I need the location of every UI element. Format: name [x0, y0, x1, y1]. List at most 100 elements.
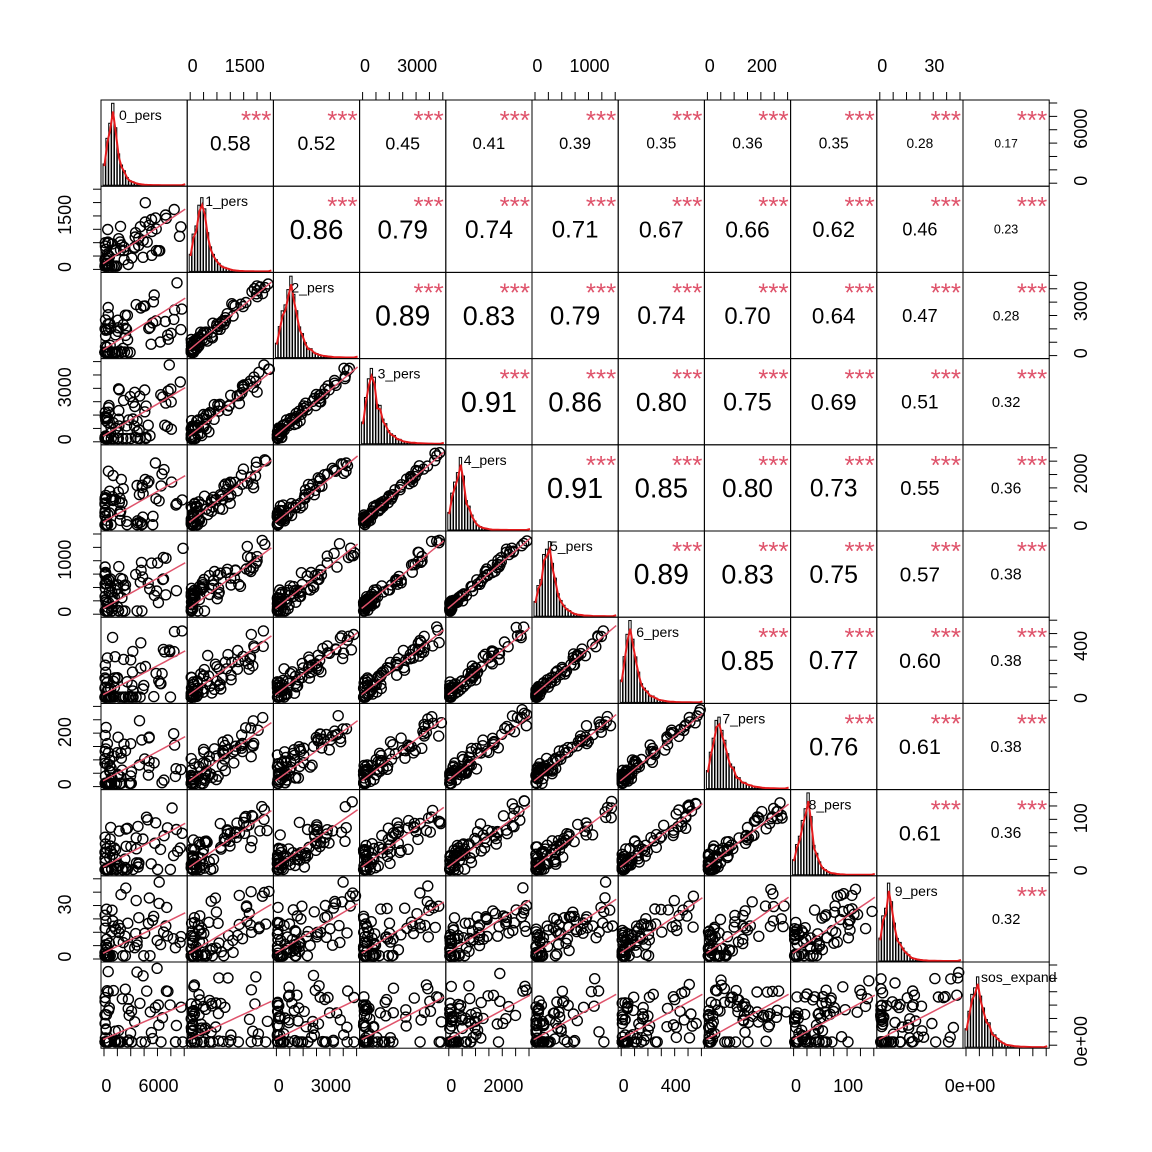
axis-tick-label: 0	[55, 434, 75, 444]
significance-stars: ***	[844, 364, 874, 394]
scatter-point	[149, 212, 162, 224]
smooth-line	[188, 281, 272, 351]
variable-name-label: 4_pers	[464, 452, 507, 468]
scatter-point	[104, 845, 116, 857]
scatter-point	[119, 322, 132, 334]
significance-stars: ***	[931, 191, 961, 221]
scatter-point	[283, 677, 296, 689]
significance-stars: ***	[931, 364, 961, 394]
scatter-point	[426, 804, 439, 817]
scatter-point	[250, 456, 263, 468]
scatter-point	[125, 432, 137, 445]
scatter-panel	[357, 804, 447, 876]
correlation-value: 0.46	[902, 220, 937, 240]
significance-stars: ***	[844, 277, 874, 307]
histogram-bar	[886, 882, 891, 962]
scatter-point	[137, 251, 149, 263]
scatter-point	[111, 583, 123, 595]
scatter-point	[134, 997, 146, 1009]
correlation-value: 0.32	[992, 395, 1021, 411]
scatter-point	[405, 559, 418, 571]
scatter-point	[435, 1016, 448, 1028]
scatter-point	[99, 729, 111, 742]
axis-tick-label: 30	[55, 894, 75, 914]
scatter-point	[837, 981, 849, 993]
scatter-point	[739, 1026, 751, 1039]
scatter-point	[109, 651, 121, 663]
scatter-point	[295, 745, 307, 757]
scatter-point	[231, 663, 244, 675]
scatter-point	[142, 419, 154, 431]
axis-tick-label: 0	[188, 56, 198, 76]
scatter-point	[112, 383, 125, 395]
scatter-point	[151, 962, 163, 974]
scatter-point	[99, 340, 112, 353]
density-curve	[879, 890, 962, 962]
scatter-point	[214, 817, 227, 830]
scatter-point	[604, 720, 617, 732]
scatter-point	[299, 492, 311, 505]
scatter-point	[145, 338, 157, 350]
significance-stars: ***	[1017, 881, 1047, 911]
correlation-value: 0.57	[900, 563, 940, 586]
significance-stars: ***	[586, 364, 616, 394]
scatter-point	[444, 676, 456, 688]
scatter-point	[502, 641, 514, 653]
scatter-point	[585, 985, 598, 998]
scatter-point	[149, 457, 162, 469]
left-axis: 0 1500	[55, 188, 101, 272]
scatter-point	[315, 666, 327, 678]
axis-tick-label: 0	[1071, 348, 1091, 358]
scatter-point	[290, 499, 302, 511]
scatter-point	[551, 996, 563, 1008]
scatter-point	[539, 760, 551, 772]
correlation-value: 0.83	[721, 560, 773, 590]
scatter-point	[232, 655, 245, 668]
scatter-point	[393, 570, 405, 583]
scatter-point	[162, 333, 175, 345]
scatter-point	[111, 672, 123, 685]
variable-name-label: 7_pers	[722, 710, 765, 726]
scatter-point	[99, 745, 111, 758]
left-axis: 0 200	[55, 705, 101, 789]
scatter-point	[598, 1036, 610, 1048]
scatter-point	[125, 766, 138, 778]
scatter-point	[322, 380, 334, 392]
scatter-point	[345, 542, 357, 554]
significance-stars: ***	[1017, 795, 1047, 825]
scatter-point	[535, 685, 547, 698]
axis-tick-label: 0	[705, 56, 715, 76]
scatter-point	[207, 853, 220, 865]
scatter-point	[301, 570, 313, 582]
scatter-point	[104, 760, 116, 772]
axis-tick-label: 3000	[1071, 281, 1091, 321]
scatter-point	[251, 555, 263, 567]
significance-stars: ***	[931, 277, 961, 307]
axis-tick-label: 0	[1071, 521, 1091, 531]
smooth-line	[447, 537, 531, 610]
axis-tick-label: 3000	[311, 1076, 351, 1096]
scatter-point	[364, 775, 377, 788]
correlation-value: 0.38	[990, 652, 1021, 670]
scatter-point	[102, 309, 115, 321]
scatter-point	[808, 904, 821, 916]
scatter-point	[589, 973, 601, 985]
axis-tick-label: 0	[55, 607, 75, 617]
histogram-bar	[102, 163, 106, 186]
scatter-point	[189, 497, 201, 509]
scatter-point	[130, 894, 142, 907]
scatter-point	[120, 515, 133, 528]
scatter-point	[444, 687, 456, 700]
scatter-panel	[271, 796, 359, 876]
smooth-line	[188, 721, 272, 782]
density-curve	[362, 372, 445, 445]
bottom-axis: 0 400	[619, 1048, 702, 1096]
scatter-point	[274, 584, 286, 596]
scatter-point	[112, 731, 124, 743]
scatter-point	[126, 252, 138, 264]
scatter-panel	[271, 876, 362, 962]
correlation-value: 0.52	[298, 133, 336, 155]
scatter-point	[271, 428, 284, 441]
scatter-panel	[616, 978, 703, 1048]
scatter-panel	[530, 795, 618, 876]
